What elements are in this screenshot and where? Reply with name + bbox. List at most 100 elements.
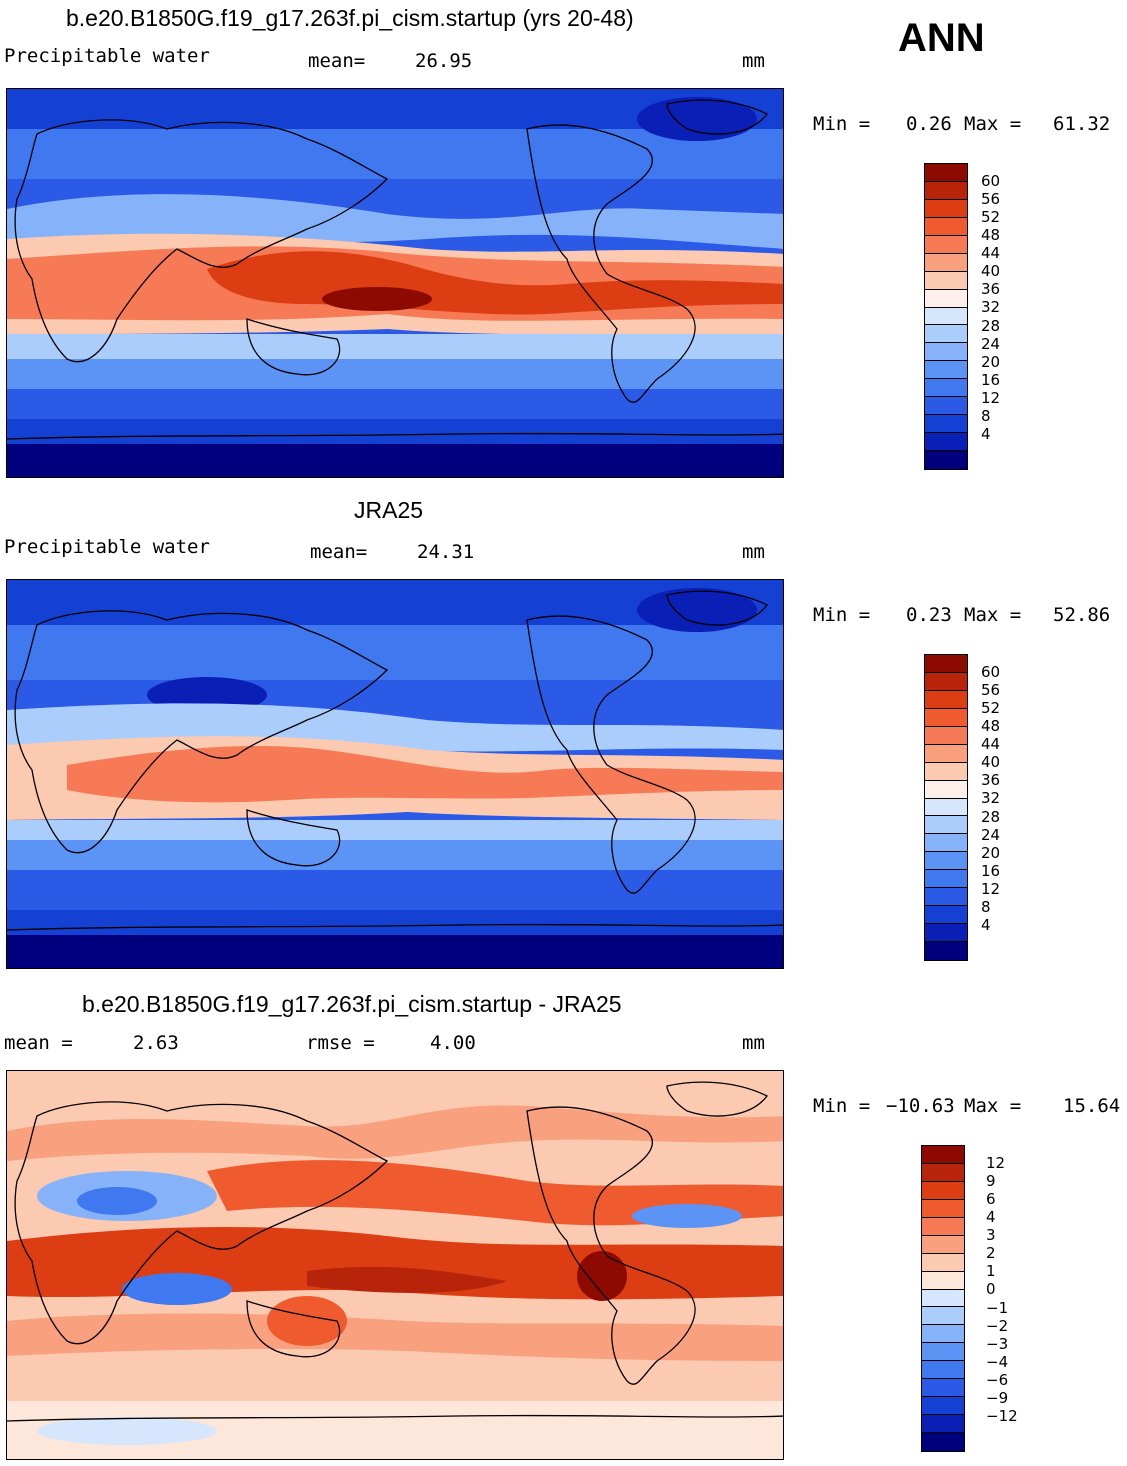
colorbar-swatch — [922, 1235, 964, 1254]
colorbar-swatch — [925, 379, 967, 398]
colorbar-label: 16 — [981, 861, 1001, 880]
panel3-rmse-label: rmse = — [306, 1032, 375, 1054]
colorbar-swatch — [925, 906, 967, 925]
colorbar-swatch — [922, 1181, 964, 1200]
colorbar-label: 56 — [981, 681, 1001, 700]
season-label: ANN — [898, 16, 985, 60]
panel2-unit: mm — [742, 541, 765, 563]
panel2-min-label: Min = — [813, 604, 871, 626]
colorbar-swatch — [925, 164, 967, 182]
colorbar-swatch — [925, 271, 967, 290]
colorbar-swatch — [925, 870, 967, 889]
colorbar-swatch — [922, 1146, 964, 1164]
colorbar-label: 48 — [981, 717, 1001, 736]
panel3-min-value: −10.63 — [886, 1095, 955, 1117]
panel1-min-value: 0.26 — [906, 113, 952, 135]
panel3-rmse-value: 4.00 — [430, 1032, 476, 1054]
colorbar-swatch — [922, 1289, 964, 1308]
panel1-max-value: 61.32 — [1053, 113, 1111, 135]
colorbar-label: 44 — [981, 735, 1001, 754]
colorbar-label: 8 — [981, 897, 991, 916]
panel1-colorbar-labels: 60 56 52 48 44 40 36 32 28 24 20 16 12 8 4 — [981, 163, 1041, 470]
colorbar-label: 3 — [986, 1226, 996, 1245]
colorbar-label: 44 — [981, 244, 1001, 263]
panel2-mean-value: 24.31 — [417, 541, 475, 563]
colorbar-swatch — [925, 235, 967, 254]
colorbar-swatch — [922, 1271, 964, 1290]
panel2-field — [7, 580, 783, 968]
colorbar-label: −2 — [986, 1316, 1009, 1335]
panel2-title: JRA25 — [354, 497, 424, 523]
panel2-colorbar-labels: 60 56 52 48 44 40 36 32 28 24 20 16 12 8 4 — [981, 654, 1041, 961]
colorbar-swatch — [922, 1397, 964, 1416]
colorbar-swatch — [925, 433, 967, 451]
colorbar-swatch — [925, 852, 967, 871]
colorbar-label: 48 — [981, 226, 1001, 245]
colorbar-label: 60 — [981, 663, 1001, 682]
colorbar-swatch — [922, 1379, 964, 1398]
colorbar-label: 16 — [981, 370, 1001, 389]
colorbar-label: 40 — [981, 753, 1001, 772]
colorbar-label: 24 — [981, 825, 1001, 844]
colorbar-swatch — [922, 1199, 964, 1218]
colorbar-label: 60 — [981, 172, 1001, 191]
panel3-field — [7, 1071, 783, 1459]
colorbar-swatch — [925, 708, 967, 727]
colorbar-label: 4 — [981, 424, 991, 443]
panel3-map — [6, 1070, 784, 1460]
colorbar-swatch — [925, 834, 967, 853]
colorbar-label: 0 — [986, 1280, 996, 1299]
colorbar-swatch — [925, 199, 967, 218]
colorbar-swatch — [925, 325, 967, 344]
panel1-variable-label: Precipitable water — [4, 45, 210, 67]
colorbar-label: 36 — [981, 771, 1001, 790]
panel1-mean-value: 26.95 — [415, 50, 473, 72]
panel1-unit: mm — [742, 50, 765, 72]
colorbar-swatch — [922, 1433, 964, 1451]
panel2-mean-label: mean= — [310, 541, 368, 563]
panel1-colorbar — [924, 163, 968, 470]
panel3-min-label: Min = — [813, 1095, 871, 1117]
colorbar-swatch — [922, 1325, 964, 1344]
colorbar-swatch — [922, 1307, 964, 1326]
colorbar-label: 24 — [981, 334, 1001, 353]
colorbar-swatch — [925, 672, 967, 691]
colorbar-swatch — [925, 924, 967, 942]
panel1-map — [6, 88, 784, 478]
colorbar-swatch — [922, 1253, 964, 1272]
panel1-max-label: Max = — [964, 113, 1022, 135]
colorbar-label: −9 — [986, 1388, 1009, 1407]
panel2-max-value: 52.86 — [1053, 604, 1111, 626]
colorbar-label: 8 — [981, 406, 991, 425]
colorbar-label: −6 — [986, 1370, 1009, 1389]
colorbar-swatch — [925, 289, 967, 308]
panel2-colorbar — [924, 654, 968, 961]
colorbar-label: 32 — [981, 298, 1001, 317]
panel2-min-value: 0.23 — [906, 604, 952, 626]
colorbar-label: 12 — [981, 879, 1001, 898]
colorbar-swatch — [925, 762, 967, 781]
colorbar-swatch — [925, 655, 967, 673]
colorbar-label: 28 — [981, 316, 1001, 335]
colorbar-label: 4 — [986, 1208, 996, 1227]
colorbar-label: −1 — [986, 1298, 1009, 1317]
colorbar-swatch — [925, 744, 967, 763]
panel3-mean-value: 2.63 — [133, 1032, 179, 1054]
colorbar-label: 52 — [981, 208, 1001, 227]
colorbar-swatch — [922, 1163, 964, 1182]
panel2-map — [6, 579, 784, 969]
colorbar-swatch — [925, 253, 967, 272]
colorbar-swatch — [922, 1415, 964, 1433]
panel1-min-label: Min = — [813, 113, 871, 135]
colorbar-swatch — [925, 888, 967, 907]
panel2-max-label: Max = — [964, 604, 1022, 626]
colorbar-label: −4 — [986, 1352, 1009, 1371]
colorbar-label: 20 — [981, 843, 1001, 862]
colorbar-swatch — [925, 726, 967, 745]
colorbar-label: 2 — [986, 1244, 996, 1263]
colorbar-label: 40 — [981, 262, 1001, 281]
panel3-colorbar — [921, 1145, 965, 1452]
colorbar-swatch — [925, 181, 967, 200]
colorbar-swatch — [925, 816, 967, 835]
colorbar-label: 20 — [981, 352, 1001, 371]
